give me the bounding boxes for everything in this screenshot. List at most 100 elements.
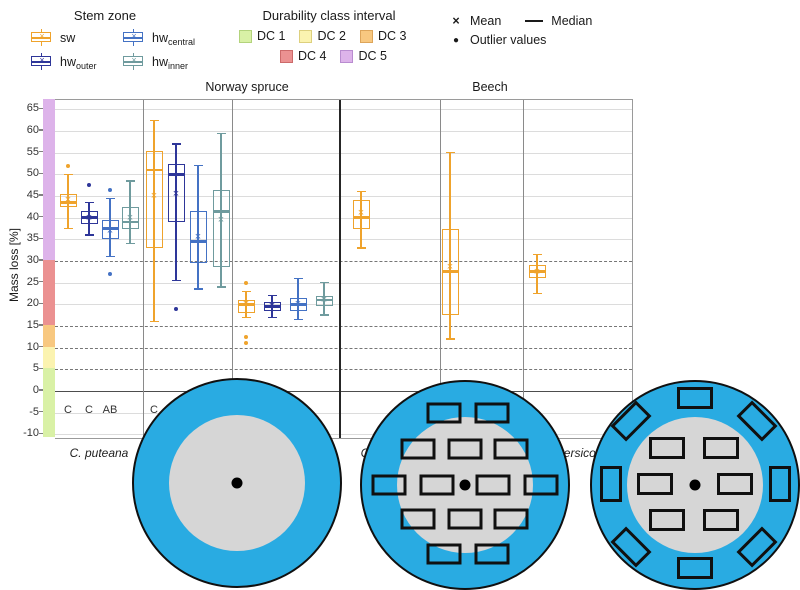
whisker-cap [63, 173, 73, 176]
dashed-gridline [55, 261, 632, 262]
whisker-line-sw [153, 120, 155, 322]
dashed-gridline [55, 325, 632, 327]
durability-class-swatch [299, 29, 313, 43]
gridline [55, 434, 632, 436]
outlier-dot [108, 271, 112, 276]
outlier-dot [244, 341, 248, 346]
mean-marker-icon: × [452, 14, 460, 28]
y-tick-label: 60 [26, 124, 39, 137]
whisker-cap [532, 292, 542, 295]
gridline [55, 304, 632, 306]
median-marker-icon [525, 19, 544, 23]
sample-rect [703, 509, 739, 531]
sample-rect [493, 438, 529, 460]
gridline [55, 152, 632, 154]
box-hw_central [189, 211, 207, 264]
mean-marker: × [268, 300, 276, 313]
whisker-cap [445, 152, 455, 154]
whisker-line-sw [449, 152, 451, 339]
median-line [189, 240, 207, 243]
sample-rect [475, 474, 511, 496]
y-tick-label: 65 [26, 102, 39, 115]
outlier-dot [87, 183, 91, 188]
mean-marker: × [126, 211, 134, 224]
durability-class-swatch [239, 29, 252, 43]
whisker-cap [84, 201, 94, 204]
sample-rect [677, 387, 713, 409]
sample-rect [600, 466, 622, 502]
y-tick-mark [39, 259, 43, 261]
y-tick-label: 25 [26, 275, 39, 288]
stem-zone-item-label: sw [60, 30, 76, 45]
box-sw [145, 150, 163, 248]
y-tick-mark [39, 216, 43, 218]
mean-marker: × [106, 224, 114, 237]
whisker-line-hw_inner [129, 180, 131, 244]
whisker-cap [216, 286, 226, 288]
median-line [121, 220, 139, 224]
mean-marker: × [172, 187, 180, 200]
sample-rect [649, 437, 685, 459]
y-tick-label: 55 [26, 145, 39, 158]
y-tick-mark [39, 194, 43, 196]
section-title: Norway spruce [205, 80, 289, 94]
stem-zone-item-label: hwouter [60, 54, 97, 71]
outlier-marker-icon: ● [452, 34, 460, 46]
boxplot-symbol-icon: × [122, 29, 146, 46]
y-tick-mark [39, 280, 43, 283]
whisker-cap [241, 290, 251, 292]
mean-marker: × [294, 298, 302, 311]
whisker-cap [445, 338, 455, 340]
dashed-gridline [55, 347, 632, 349]
significance-letter: C [150, 403, 158, 416]
symbol-median [123, 60, 143, 63]
median-line [212, 209, 230, 213]
outlier-label: Outlier values [470, 33, 547, 47]
sample-rect [447, 508, 483, 530]
boxplot-symbol-icon: × [122, 53, 146, 70]
y-tick-mark [39, 389, 43, 391]
durability-class-item: DC 5 [340, 49, 387, 63]
pith-dot [231, 477, 243, 489]
mean-marker: × [242, 298, 250, 311]
section-title: Beech [472, 80, 508, 94]
panel-divider [232, 100, 234, 438]
boxplot-symbol-icon: × [30, 53, 54, 70]
stem-zone-item-hw_central: × hwcentral [122, 29, 230, 47]
whisker-line-hw_outer [175, 144, 177, 281]
gridline [55, 174, 632, 176]
sample-rect [447, 438, 483, 460]
whisker-cap [171, 143, 181, 145]
mean-marker: × [320, 293, 328, 306]
stem-zone-item-sw: × sw [30, 29, 122, 46]
significance-letter: C [85, 403, 93, 416]
median-line [352, 216, 370, 220]
sample-rect [400, 438, 436, 460]
whisker-cap [193, 288, 203, 290]
durability-class-legend-title: Durability class interval [262, 8, 396, 23]
durability-band-dc2 [43, 346, 55, 369]
symbol-mean: × [131, 55, 137, 65]
whisker-cap [356, 247, 366, 249]
durability-class-label: DC 1 [257, 29, 286, 43]
gridline [55, 196, 632, 198]
cross-section-plain [132, 378, 342, 588]
durability-class-swatch [359, 29, 373, 43]
box-sw [237, 299, 255, 313]
whisker-cap [356, 191, 366, 193]
durability-class-item: DC 4 [280, 49, 326, 63]
box-sw [352, 200, 370, 229]
durability-class-label: DC 4 [298, 49, 327, 63]
outlier-dot [244, 334, 248, 339]
marker-legend: × Mean Median ● Outlier values [448, 14, 668, 47]
durability-class-legend: Durability class interval DC 1 DC 2 DC 3 D… [234, 8, 434, 63]
sample-rect [610, 526, 652, 568]
whisker-cap [241, 316, 251, 318]
whisker-line-hw_central [297, 278, 299, 320]
y-tick-label: -10 [23, 427, 39, 440]
outlier-dot [244, 280, 248, 285]
y-tick-label: 0 [32, 383, 39, 396]
whisker-line-hw_central [197, 165, 199, 290]
stem-zone-item-hw_outer: × hwouter [30, 53, 122, 71]
